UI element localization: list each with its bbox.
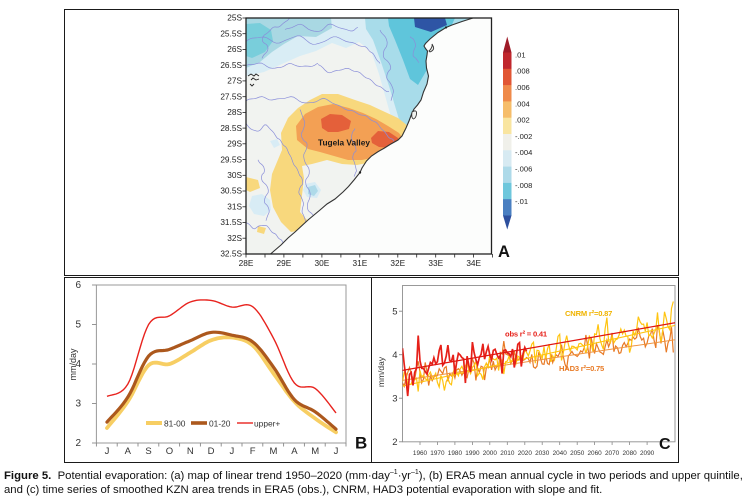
svg-text:30S: 30S (227, 170, 242, 180)
svg-text:30.5S: 30.5S (220, 186, 242, 196)
svg-text:J: J (230, 446, 235, 457)
svg-text:A: A (498, 243, 510, 261)
svg-text:25.5S: 25.5S (220, 28, 242, 38)
svg-text:1970: 1970 (430, 450, 445, 457)
svg-text:2070: 2070 (605, 450, 620, 457)
svg-text:5: 5 (392, 307, 397, 318)
svg-text:29E: 29E (277, 258, 292, 268)
svg-text:1990: 1990 (465, 450, 480, 457)
svg-text:J: J (105, 446, 110, 457)
svg-text:1960: 1960 (413, 450, 428, 457)
svg-text:4: 4 (75, 359, 81, 370)
svg-text:2: 2 (392, 437, 397, 448)
svg-text:2090: 2090 (640, 450, 655, 457)
svg-text:upper+: upper+ (254, 418, 280, 428)
svg-text:obs r² = 0.41: obs r² = 0.41 (505, 330, 548, 339)
svg-text:mm/day: mm/day (376, 356, 386, 387)
svg-text:4: 4 (392, 350, 397, 361)
svg-text:29.5S: 29.5S (220, 154, 242, 164)
svg-text:29S: 29S (227, 139, 242, 149)
svg-text:.006: .006 (515, 83, 530, 92)
svg-text:-.004: -.004 (515, 148, 532, 157)
svg-text:30E: 30E (315, 258, 330, 268)
svg-text:.004: .004 (515, 99, 530, 108)
svg-text:25S: 25S (227, 13, 242, 23)
svg-text:N: N (187, 446, 194, 457)
svg-text:27.5S: 27.5S (220, 91, 242, 101)
svg-text:34E: 34E (466, 258, 481, 268)
svg-text:31.5S: 31.5S (220, 217, 242, 227)
svg-text:27S: 27S (227, 76, 242, 86)
svg-text:26S: 26S (227, 44, 242, 54)
svg-text:2080: 2080 (622, 450, 637, 457)
svg-text:32.5S: 32.5S (220, 249, 242, 259)
svg-text:2010: 2010 (500, 450, 515, 457)
svg-text:A: A (291, 446, 298, 457)
svg-text:B: B (355, 434, 367, 453)
svg-text:01-20: 01-20 (209, 418, 231, 428)
svg-text:Tugela Valley: Tugela Valley (318, 138, 370, 148)
svg-text:1980: 1980 (448, 450, 463, 457)
svg-text:28E: 28E (239, 258, 254, 268)
svg-text:A: A (125, 446, 132, 457)
svg-text:S: S (145, 446, 151, 457)
svg-text:F: F (250, 446, 256, 457)
svg-text:32E: 32E (390, 258, 405, 268)
svg-text:2000: 2000 (483, 450, 498, 457)
svg-text:J: J (334, 446, 339, 457)
svg-text:-.008: -.008 (515, 181, 532, 190)
svg-text:M: M (311, 446, 319, 457)
svg-text:-.01: -.01 (515, 197, 528, 206)
svg-text:28.5S: 28.5S (220, 123, 242, 133)
svg-text:.002: .002 (515, 116, 530, 125)
svg-text:2060: 2060 (587, 450, 602, 457)
svg-text:mm/day: mm/day (68, 348, 78, 381)
svg-text:28S: 28S (227, 107, 242, 117)
svg-text:31E: 31E (353, 258, 368, 268)
svg-text:HAD3 r²=0.75: HAD3 r²=0.75 (559, 364, 605, 373)
svg-text:3: 3 (392, 394, 397, 405)
svg-text:26.5S: 26.5S (220, 60, 242, 70)
svg-text:5: 5 (75, 320, 81, 331)
svg-text:-.002: -.002 (515, 132, 532, 141)
svg-text:CNRM r²=0.87: CNRM r²=0.87 (565, 309, 612, 318)
svg-text:2030: 2030 (535, 450, 550, 457)
svg-text:6: 6 (75, 280, 81, 291)
svg-text:2050: 2050 (570, 450, 585, 457)
svg-text:D: D (208, 446, 215, 457)
svg-text:81-00: 81-00 (164, 418, 186, 428)
svg-text:.008: .008 (515, 67, 530, 76)
svg-text:.01: .01 (515, 50, 526, 59)
svg-text:2020: 2020 (518, 450, 533, 457)
svg-text:2040: 2040 (553, 450, 568, 457)
svg-text:31S: 31S (227, 202, 242, 212)
svg-text:M: M (270, 446, 278, 457)
svg-text:C: C (659, 436, 671, 453)
svg-text:O: O (166, 446, 173, 457)
svg-text:33E: 33E (428, 258, 443, 268)
svg-text:32S: 32S (227, 233, 242, 243)
svg-text:-.006: -.006 (515, 165, 532, 174)
svg-text:2: 2 (75, 438, 81, 449)
svg-text:3: 3 (75, 399, 81, 410)
